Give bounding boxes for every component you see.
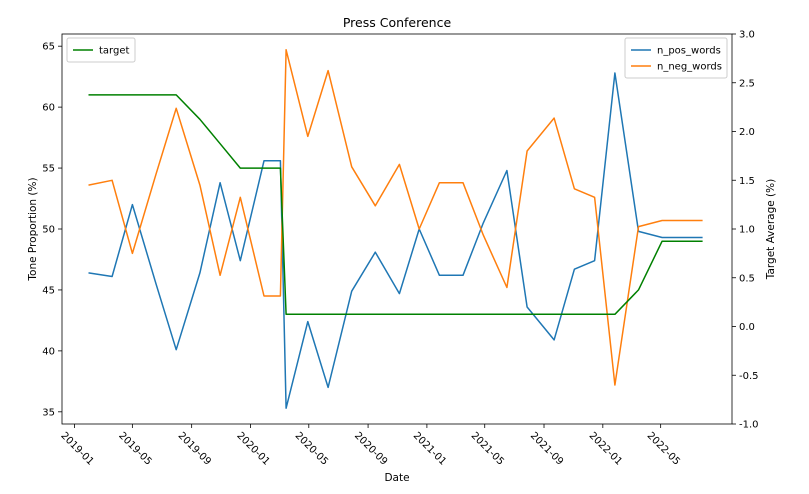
left-tick-label: 55	[42, 164, 55, 175]
x-axis-title: Date	[384, 472, 409, 484]
right-tick-label: -0.5	[739, 371, 759, 382]
left-axis-title: Tone Proportion (%)	[27, 177, 39, 281]
right-tick-label: 1.0	[739, 225, 755, 236]
legend-label-n_pos_words: n_pos_words	[657, 46, 721, 57]
left-tick-label: 60	[42, 103, 55, 114]
series-line-n_neg_words	[88, 49, 703, 386]
left-tick-label: 40	[42, 346, 55, 357]
right-tick-label: 3.0	[739, 30, 755, 41]
series-line-target	[88, 94, 703, 316]
right-tick-label: 2.0	[739, 127, 755, 138]
right-axis: -1.0 -0.5 0.0 0.5 1.0 1.5 2.0 2.5 3.0	[732, 30, 759, 431]
series-layer	[88, 49, 703, 409]
left-tick-label: 45	[42, 285, 55, 296]
left-tick-label: 65	[42, 42, 55, 53]
left-axis: 35 40 45 50 55 60 65	[42, 42, 62, 418]
chart-title: Press Conference	[343, 15, 452, 30]
legend-box	[624, 37, 728, 79]
right-axis-title: Target Average (%)	[765, 179, 777, 280]
legend-box	[66, 37, 136, 63]
legend-label-n_neg_words: n_neg_words	[657, 62, 722, 73]
left-tick-label: 50	[42, 225, 55, 236]
legend-target: target	[66, 37, 136, 63]
legend-tone: n_pos_words n_neg_words	[624, 37, 728, 79]
right-tick-label: -1.0	[739, 420, 759, 431]
right-tick-label: 0.5	[739, 273, 755, 284]
right-tick-label: 0.0	[739, 322, 755, 333]
legend-label-target: target	[99, 46, 129, 57]
right-tick-label: 1.5	[739, 176, 755, 187]
left-tick-label: 35	[42, 407, 55, 418]
right-tick-label: 2.5	[739, 78, 755, 89]
